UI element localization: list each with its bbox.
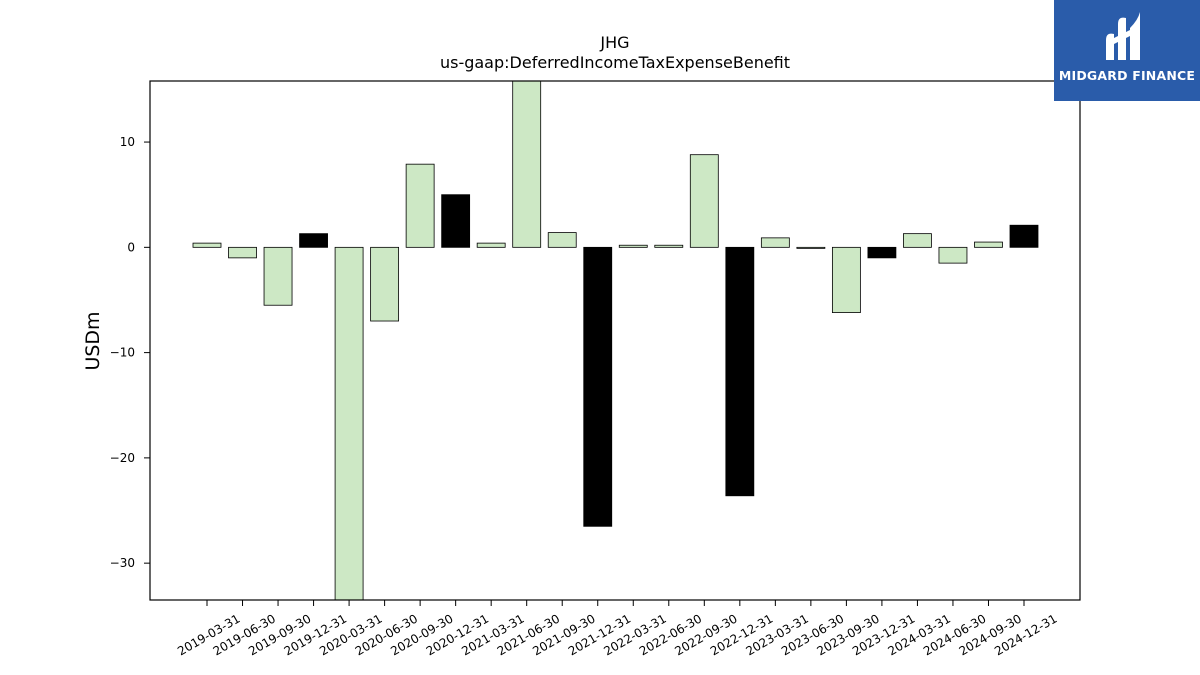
bar: [512, 80, 542, 248]
bar: [228, 246, 257, 259]
y-tick-label: −20: [110, 451, 135, 465]
bar: [725, 246, 755, 497]
bar: [831, 246, 861, 313]
y-tick-label: −10: [110, 346, 135, 360]
bar: [370, 246, 400, 322]
logo-text: MIDGARD FINANCE: [1058, 68, 1196, 83]
bar: [867, 246, 897, 259]
y-axis-label: USDm: [82, 311, 104, 370]
bar: [618, 244, 648, 248]
bar: [938, 246, 968, 264]
bar: [547, 232, 577, 248]
y-ticks-group: 10 0 −10 −20 −30: [110, 135, 150, 570]
x-ticks-group: 2019-03-312019-06-302019-09-302019-12-31…: [175, 600, 1060, 658]
bar: [476, 242, 506, 248]
bar: [689, 154, 719, 248]
y-tick-label: 10: [120, 135, 135, 149]
plot-frame: [149, 80, 1081, 601]
midgard-logo-icon: [1106, 12, 1140, 61]
bar: [654, 244, 684, 248]
bar: [1009, 224, 1039, 248]
bar: [441, 194, 471, 248]
brand-logo: MIDGARD FINANCE: [1054, 0, 1200, 101]
bar: [263, 246, 293, 306]
bar: [192, 242, 222, 248]
y-tick-label: 0: [127, 240, 135, 254]
y-tick-label: −30: [110, 556, 135, 570]
bar: [903, 233, 932, 248]
bar: [405, 163, 435, 248]
chart-subtitle: us-gaap:DeferredIncomeTaxExpenseBenefit: [440, 53, 790, 72]
bar: [583, 246, 613, 527]
bar: [974, 241, 1003, 248]
bar: [760, 237, 790, 248]
bar: [796, 246, 826, 249]
bars-group: [192, 80, 1039, 601]
bar: [299, 233, 328, 248]
bar: [334, 246, 364, 601]
chart-title: JHG: [599, 33, 629, 52]
